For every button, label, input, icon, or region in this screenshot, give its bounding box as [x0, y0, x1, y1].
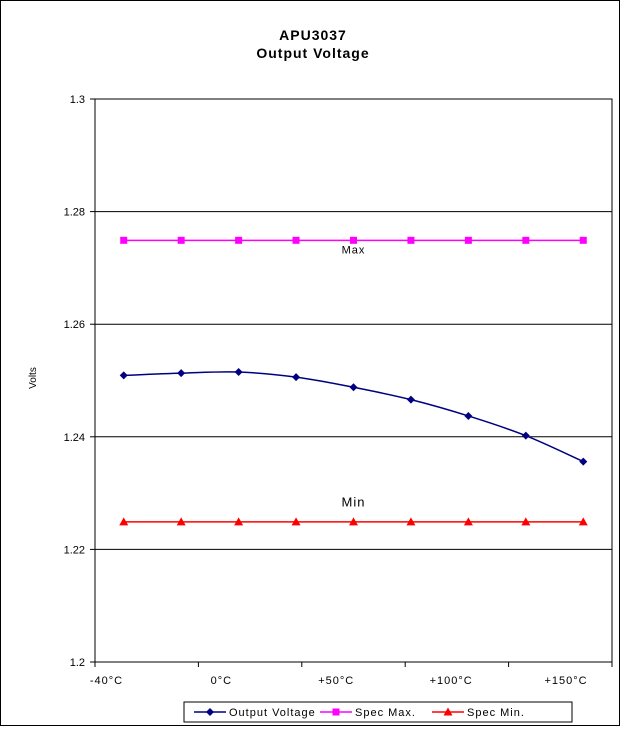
y-tick-label: 1.24 — [64, 432, 85, 444]
legend-marker-spec-min — [443, 707, 453, 716]
data-point-output-voltage — [349, 383, 358, 392]
annotation-min: Min — [342, 495, 366, 510]
data-point-spec-max — [292, 236, 300, 244]
data-point-spec-min — [291, 517, 301, 526]
data-point-spec-min — [119, 517, 129, 526]
data-point-output-voltage — [292, 373, 301, 382]
series-group — [119, 236, 588, 526]
x-tick-label: +150°C — [544, 675, 587, 687]
legend-label-output-voltage: Output Voltage — [229, 707, 316, 719]
data-point-spec-min — [521, 517, 531, 526]
y-tick-label: 1.3 — [70, 94, 85, 106]
legend-box — [183, 701, 573, 723]
y-axis-label: Volts — [28, 367, 39, 389]
series-output-voltage — [119, 368, 588, 466]
legend-label-spec-min: Spec Min. — [467, 707, 525, 719]
data-point-output-voltage — [579, 457, 588, 466]
x-tick-label: -40°C — [90, 675, 123, 687]
legend-label-spec-max: Spec Max. — [355, 707, 416, 719]
data-point-output-voltage — [177, 369, 186, 378]
data-point-output-voltage — [119, 371, 128, 380]
data-point-spec-min — [463, 517, 473, 526]
legend: Output Voltage Spec Max. Spec Min. — [183, 701, 573, 723]
legend-marker-spec-max — [332, 708, 340, 716]
x-tick-label: +50°C — [318, 675, 354, 687]
data-point-output-voltage — [464, 411, 473, 420]
data-point-spec-min — [578, 517, 588, 526]
annotations: Max Min — [342, 244, 366, 510]
data-point-spec-max — [177, 236, 185, 244]
data-point-spec-max — [522, 236, 530, 244]
y-tick-label: 1.22 — [64, 544, 85, 556]
data-point-spec-max — [120, 236, 128, 244]
chart-title: APU3037 — [279, 27, 347, 43]
y-tick-label: 1.26 — [64, 319, 85, 331]
annotation-max: Max — [342, 244, 366, 256]
y-axis-ticks: 1.2 1.22 1.24 1.26 1.28 1.3 — [64, 94, 95, 669]
data-point-spec-max — [464, 236, 472, 244]
x-tick-label: 0°C — [211, 675, 232, 687]
y-tick-label: 1.28 — [64, 207, 85, 219]
legend-marker-output-voltage — [206, 708, 214, 716]
series-spec-max — [120, 236, 587, 244]
y-tick-label: 1.2 — [70, 657, 85, 669]
x-tick-label: +100°C — [430, 675, 473, 687]
data-point-output-voltage — [521, 431, 530, 440]
data-point-spec-max — [350, 236, 357, 244]
data-point-output-voltage — [406, 395, 415, 404]
x-axis-ticks: -40°C 0°C +50°C +100°C +150°C — [90, 662, 613, 687]
data-point-spec-max — [407, 236, 415, 244]
plot-area — [94, 98, 613, 663]
series-spec-min — [119, 517, 588, 526]
data-point-output-voltage — [234, 368, 243, 377]
data-point-spec-max — [235, 236, 243, 244]
legend-items: Output Voltage Spec Max. Spec Min. — [194, 707, 525, 719]
data-point-spec-min — [176, 517, 186, 526]
data-point-spec-min — [349, 517, 358, 526]
data-point-spec-max — [579, 236, 587, 244]
data-point-spec-min — [406, 517, 416, 526]
data-point-spec-min — [234, 517, 244, 526]
chart-subtitle: Output Voltage — [256, 45, 369, 61]
